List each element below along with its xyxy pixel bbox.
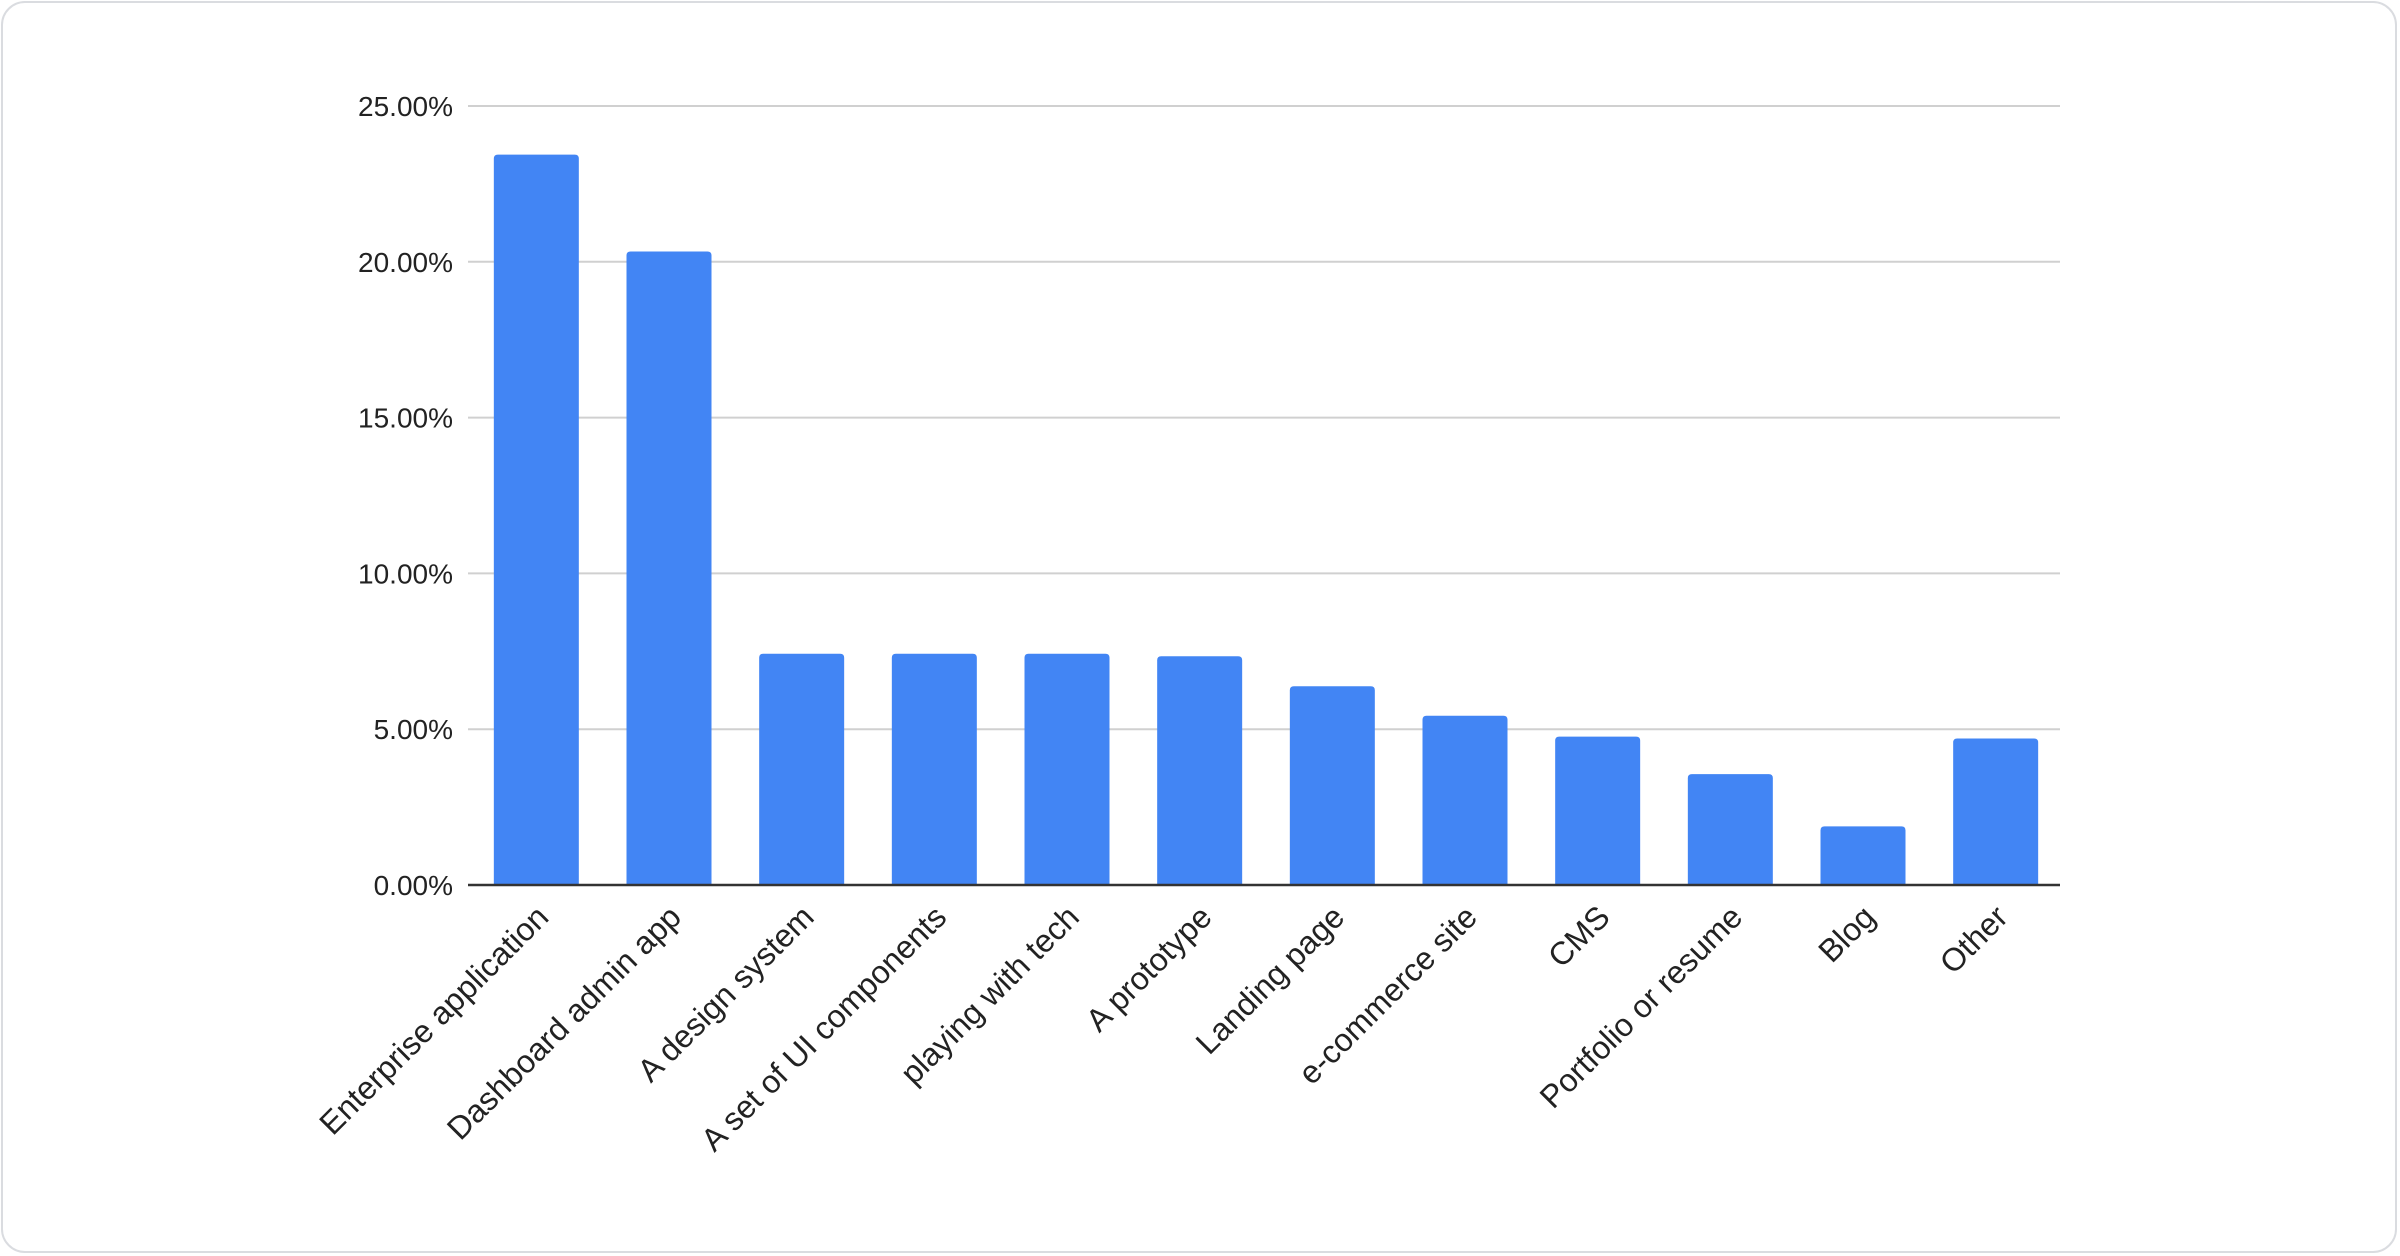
bar (626, 251, 712, 885)
bar (1422, 715, 1508, 885)
bar (1289, 686, 1375, 885)
bar (891, 653, 977, 885)
bar (1157, 656, 1243, 885)
bar (1953, 738, 2039, 885)
x-tick-label: A set of UI components (694, 898, 953, 1157)
bar (1687, 774, 1773, 885)
y-tick-label: 25.00% (358, 91, 453, 122)
x-tick-label: A prototype (1079, 898, 1219, 1038)
x-tick-label: Enterprise application (312, 898, 555, 1141)
y-tick-label: 15.00% (358, 403, 453, 434)
y-tick-label: 5.00% (374, 714, 453, 745)
x-tick-label: Dashboard admin app (440, 898, 688, 1146)
y-axis-ticks: 0.00% 5.00% 10.00% 15.00% 20.00% 25.00% (358, 91, 453, 901)
x-tick-label: Blog (1811, 898, 1882, 969)
bar (1024, 653, 1110, 885)
x-tick-label: Other (1933, 898, 2015, 980)
bars (493, 154, 2039, 885)
bar (1555, 736, 1641, 885)
bar (1820, 826, 1906, 885)
bar (759, 653, 845, 885)
y-tick-label: 0.00% (374, 870, 453, 901)
y-tick-label: 20.00% (358, 247, 453, 278)
y-tick-label: 10.00% (358, 558, 453, 589)
x-tick-label: CMS (1541, 898, 1617, 974)
bar (493, 154, 579, 885)
gridlines (468, 105, 2060, 731)
